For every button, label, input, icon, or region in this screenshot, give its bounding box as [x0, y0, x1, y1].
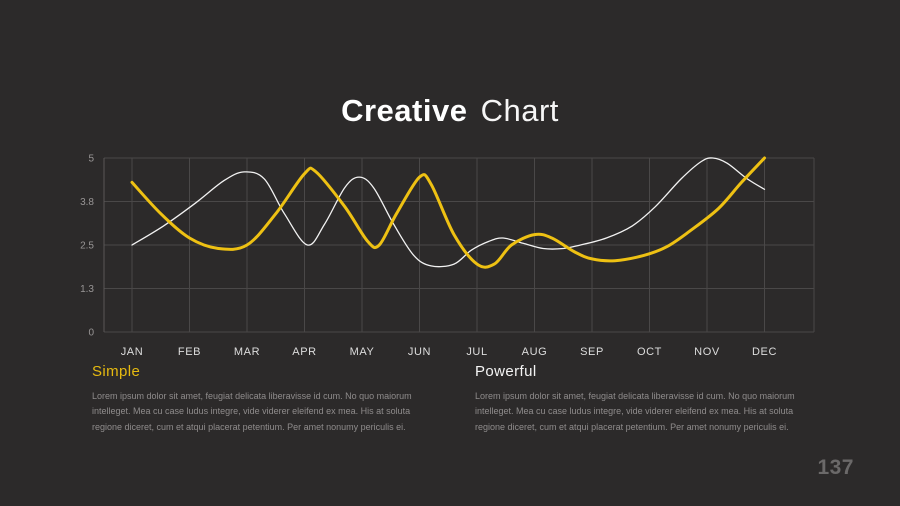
- x-axis-label: APR: [292, 346, 316, 358]
- x-axis-label: JAN: [121, 346, 144, 358]
- y-axis-label: 2.5: [80, 241, 94, 252]
- section-simple: Simple Lorem ipsum dolor sit amet, feugi…: [92, 363, 425, 435]
- series-white-line: [131, 157, 766, 268]
- x-axis-label: MAY: [350, 346, 375, 358]
- page-title: Creative Chart: [0, 93, 900, 129]
- x-axis-label: NOV: [694, 346, 720, 358]
- page-title-bold: Creative: [341, 92, 468, 128]
- section-simple-body: Lorem ipsum dolor sit amet, feugiat deli…: [92, 391, 412, 432]
- x-axis-label: FEB: [178, 346, 201, 358]
- section-simple-heading: Simple: [92, 363, 141, 380]
- y-axis-label: 5: [88, 154, 94, 165]
- text-sections: Simple Lorem ipsum dolor sit amet, feugi…: [0, 363, 900, 435]
- y-axis-label: 3.8: [80, 197, 94, 208]
- x-axis-label: OCT: [637, 346, 662, 358]
- x-axis-label: MAR: [234, 346, 260, 358]
- x-axis-label: AUG: [522, 346, 548, 358]
- x-axis-label: SEP: [580, 346, 604, 358]
- section-powerful-body: Lorem ipsum dolor sit amet, feugiat deli…: [475, 391, 795, 432]
- section-powerful-heading: Powerful: [475, 363, 537, 380]
- x-axis-label: JUN: [408, 346, 431, 358]
- y-axis-label: 1.3: [80, 284, 94, 295]
- line-chart-svg: 0 1.3 2.5 3.8 5 JAN FEB MAR APR MAY JUN JUL AUG SEP OC…: [80, 154, 815, 358]
- page-number: 137: [817, 456, 854, 479]
- line-chart: 0 1.3 2.5 3.8 5 JAN FEB MAR APR MAY JUN JUL AUG SEP OC…: [52, 148, 842, 363]
- x-axis-label: DEC: [752, 346, 777, 358]
- y-axis-label: 0: [88, 328, 94, 339]
- section-powerful: Powerful Lorem ipsum dolor sit amet, feu…: [475, 363, 808, 435]
- x-axis-label: JUL: [466, 346, 487, 358]
- page-title-light: Chart: [480, 92, 559, 128]
- series-yellow-line: [130, 156, 766, 269]
